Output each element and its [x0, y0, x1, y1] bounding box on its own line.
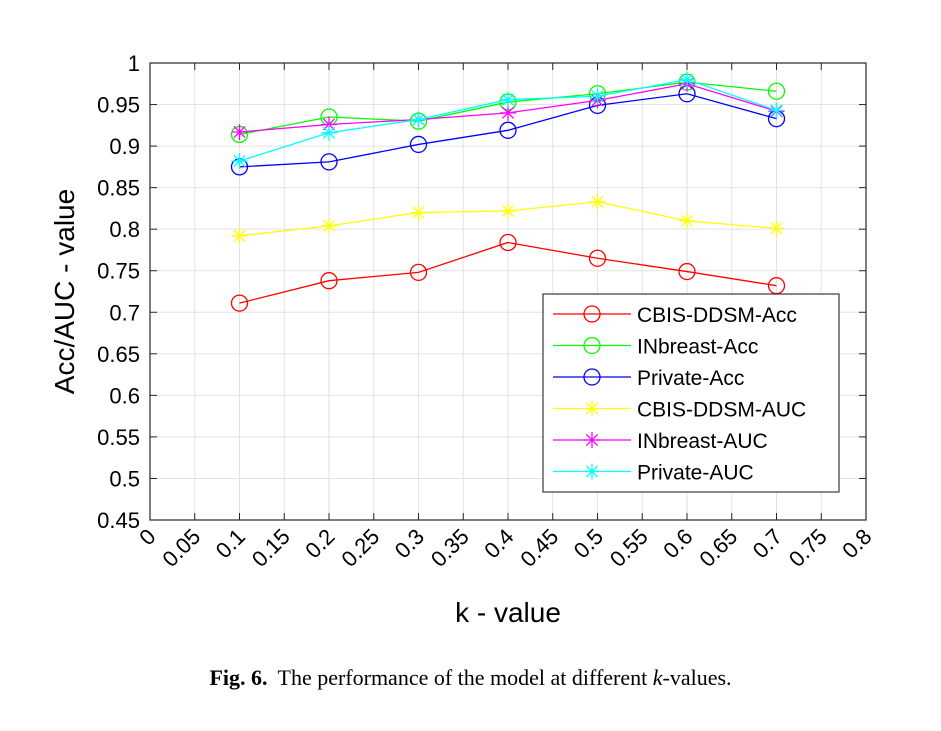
x-tick-label: 0.35 [426, 524, 474, 572]
legend: CBIS-DDSM-Acc INbreast-Acc Private-Acc CBIS… [542, 293, 840, 493]
legend-entry-label: CBIS-DDSM-AUC [637, 399, 806, 422]
legend-swatch-marker [583, 305, 601, 323]
caption-text-after: -values. [662, 665, 732, 690]
y-tick-label: 0.45 [97, 508, 140, 533]
data-point [320, 272, 338, 290]
data-point [231, 123, 248, 140]
caption-text-italic: k [652, 665, 663, 690]
data-point [320, 153, 338, 171]
chart-svg: 00.05 0.10.15 0.20.25 0.30.35 0.40.45 0.50.55… [49, 51, 877, 628]
x-tick-label: 0.7 [748, 524, 787, 563]
data-point [500, 202, 516, 219]
data-point [679, 212, 695, 229]
legend-swatch-marker [584, 432, 600, 448]
data-point [588, 249, 607, 267]
data-point [321, 116, 337, 133]
x-tick-label: 0.75 [784, 524, 832, 572]
data-point [768, 102, 785, 119]
data-point [767, 82, 786, 100]
y-axis-title: Acc/AUC - value [49, 189, 80, 394]
legend-entry-label: CBIS-DDSM-Acc [637, 304, 797, 327]
data-point [500, 91, 516, 108]
legend-swatch-marker [583, 336, 601, 355]
x-tick-label: 0.25 [336, 524, 384, 572]
y-tick-label: 1 [128, 51, 140, 76]
caption-label: Fig. 6. [209, 665, 268, 690]
series-private-auc [231, 71, 785, 170]
data-point [499, 121, 517, 139]
x-tick-label: 0.65 [694, 524, 742, 572]
legend-box [542, 293, 840, 493]
series-cbis-ddsm-auc [231, 193, 785, 244]
x-tick-label: 0.2 [300, 524, 339, 563]
x-tick-label: 0.8 [837, 524, 876, 563]
x-tick-label: 0.5 [569, 524, 608, 563]
legend-entry-label: INbreast-Acc [637, 336, 758, 359]
y-tick-label: 0.65 [97, 342, 140, 367]
data-point [321, 124, 337, 141]
data-point [409, 263, 428, 282]
data-point [409, 135, 428, 154]
y-tick-label: 0.75 [97, 259, 140, 284]
data-point [589, 88, 606, 105]
x-tick-label: 0.05 [157, 524, 205, 572]
data-point [678, 262, 696, 281]
legend-swatch-marker [584, 463, 600, 480]
x-tick-label: 0.15 [247, 524, 295, 572]
x-tick-label: 0.55 [605, 524, 653, 572]
legend-swatch-marker [583, 368, 601, 386]
x-tick-label: 0.3 [390, 524, 429, 563]
data-point [321, 217, 337, 234]
data-point [500, 104, 516, 121]
data-point [231, 227, 248, 244]
data-point [230, 294, 249, 312]
data-point [589, 193, 606, 210]
y-tick-label: 0.7 [109, 300, 140, 325]
data-point [499, 233, 517, 252]
x-tick-label: 0.6 [658, 524, 697, 563]
legend-entry-label: Private-AUC [637, 462, 754, 485]
y-tick-label: 0.9 [109, 134, 140, 159]
data-point [410, 111, 427, 128]
y-tick-label: 0.5 [109, 466, 140, 491]
legend-entry-label: Private-Acc [637, 367, 744, 390]
y-tick-label: 0.95 [97, 93, 140, 118]
series-line [239, 93, 777, 168]
legend-entry-label: INbreast-AUC [637, 430, 768, 453]
y-tick-label: 0.55 [97, 425, 140, 450]
y-tick-label: 0.8 [109, 217, 140, 242]
x-axis-title: k - value [455, 597, 561, 628]
y-tick-label: 0.6 [109, 383, 140, 408]
chart: 0 0.05 0.1 0.15 0.2 0.25 0.3 0.35 0.4 0.45 0.5 0.55… [49, 51, 877, 628]
data-point [679, 71, 695, 88]
legend-swatch-marker [584, 400, 600, 417]
caption-text-before: The performance of the model at differen… [277, 665, 653, 690]
x-tick-label: 0.4 [479, 524, 518, 563]
data-point [410, 204, 427, 221]
series-line [239, 241, 777, 304]
y-tick-label: 0.85 [97, 176, 140, 201]
data-point [231, 153, 248, 170]
x-tick-label: 0.45 [515, 524, 563, 572]
data-point [768, 220, 785, 237]
x-tick-label: 0.1 [211, 524, 250, 563]
figure-caption: Fig. 6. The performance of the model at d… [0, 665, 941, 691]
